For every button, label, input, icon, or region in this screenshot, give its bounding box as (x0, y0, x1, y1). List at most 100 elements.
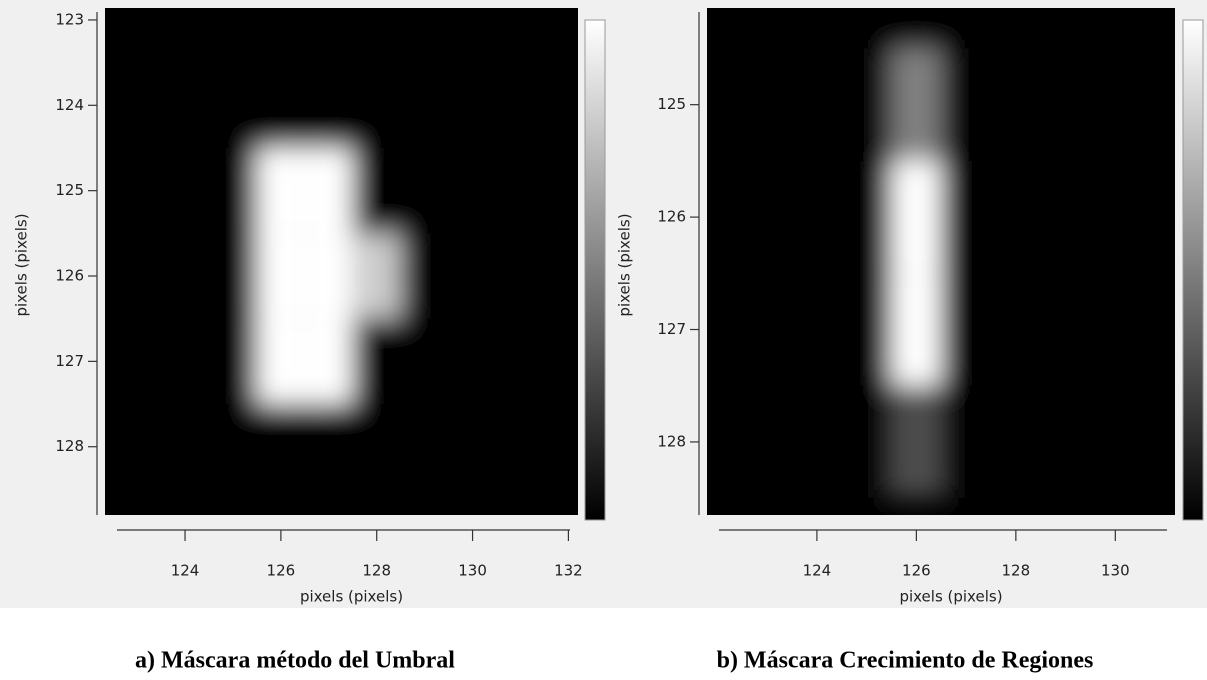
pixel (305, 233, 353, 318)
colorbar (585, 20, 605, 520)
image-clip (113, 0, 592, 489)
pixel (792, 386, 842, 498)
y-tick-label: 125 (657, 95, 686, 113)
caption: b) Máscara Crecimiento de Regiones (717, 648, 1094, 674)
pixel (497, 63, 545, 148)
pixel (941, 386, 991, 498)
pixel (842, 48, 892, 160)
pixel (209, 319, 257, 404)
image (693, 0, 1190, 498)
y-tick-label: 127 (657, 320, 686, 338)
x-tick-label: 124 (803, 562, 832, 580)
pixel (257, 63, 305, 148)
pixel (209, 404, 257, 489)
image (113, 0, 592, 489)
pixel (401, 63, 449, 148)
pixel (353, 148, 401, 233)
pixel (257, 404, 305, 489)
x-tick-label: 132 (554, 562, 583, 580)
pixel (1041, 273, 1091, 385)
pixel (991, 161, 1041, 273)
pixel (842, 273, 892, 385)
pixel (892, 386, 942, 498)
pixel (401, 0, 449, 63)
pixel (257, 0, 305, 63)
pixel (257, 319, 305, 404)
pixel (449, 319, 497, 404)
pixel (305, 63, 353, 148)
pixel (449, 0, 497, 63)
pixel (742, 48, 792, 160)
pixel (842, 161, 892, 273)
x-tick-label: 130 (1101, 562, 1130, 580)
pixel (113, 233, 161, 318)
pixel (792, 161, 842, 273)
pixel (161, 63, 209, 148)
x-axis-label: pixels (pixels) (300, 588, 403, 606)
x-tick-label: 130 (458, 562, 487, 580)
pixel (792, 273, 842, 385)
y-tick-label: 124 (55, 96, 84, 114)
pixel (113, 63, 161, 148)
pixel (1090, 161, 1140, 273)
pixel (742, 161, 792, 273)
pixel (1041, 161, 1091, 273)
pixel (305, 148, 353, 233)
pixel (353, 404, 401, 489)
pixel (497, 0, 545, 63)
y-tick-label: 125 (55, 181, 84, 199)
pixel (161, 404, 209, 489)
pixel (401, 233, 449, 318)
y-tick-label: 127 (55, 352, 84, 370)
pixel (161, 0, 209, 63)
pixel (209, 148, 257, 233)
pixel (449, 63, 497, 148)
pixel (209, 63, 257, 148)
y-tick-label: 123 (55, 10, 84, 28)
x-tick-label: 126 (267, 562, 296, 580)
pixel (842, 386, 892, 498)
pixel (497, 319, 545, 404)
pixel (257, 148, 305, 233)
pixel (941, 273, 991, 385)
y-axis-label: pixels (pixels) (616, 213, 634, 316)
pixel (353, 319, 401, 404)
y-tick-label: 128 (55, 437, 84, 455)
caption: a) Máscara método del Umbral (135, 648, 455, 674)
x-axis-label: pixels (pixels) (899, 588, 1002, 606)
pixel (892, 48, 942, 160)
pixel (742, 386, 792, 498)
pixel (1090, 386, 1140, 498)
pixel (892, 273, 942, 385)
pixel (449, 404, 497, 489)
pixel (449, 148, 497, 233)
pixel (892, 161, 942, 273)
pixel (113, 404, 161, 489)
pixel (792, 48, 842, 160)
pixel (353, 233, 401, 318)
colorbar (1183, 20, 1203, 520)
pixel (1041, 48, 1091, 160)
pixel (941, 48, 991, 160)
pixel (991, 48, 1041, 160)
y-tick-label: 126 (55, 267, 84, 285)
pixel (941, 161, 991, 273)
pixel (991, 386, 1041, 498)
image-clip (693, 0, 1190, 498)
pixel (113, 319, 161, 404)
pixel (497, 404, 545, 489)
pixel (742, 273, 792, 385)
pixel (305, 0, 353, 63)
y-tick-label: 128 (657, 432, 686, 450)
y-axis-label: pixels (pixels) (13, 213, 31, 316)
pixel (401, 404, 449, 489)
x-tick-label: 128 (1002, 562, 1031, 580)
pixel (497, 233, 545, 318)
pixel (353, 63, 401, 148)
x-tick-label: 124 (171, 562, 200, 580)
pixel (161, 233, 209, 318)
pixel (401, 319, 449, 404)
pixel (209, 0, 257, 63)
y-tick-label: 126 (657, 208, 686, 226)
figure: 123 124 125 126 127 128 124 126 128 130 132 pixels … (0, 0, 1207, 680)
